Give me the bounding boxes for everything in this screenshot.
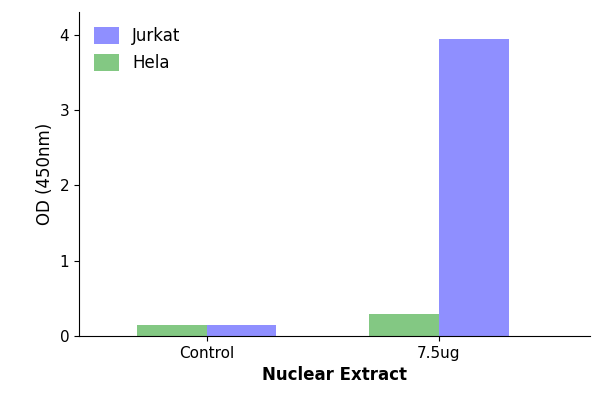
- X-axis label: Nuclear Extract: Nuclear Extract: [262, 367, 407, 384]
- Bar: [137, 325, 207, 336]
- Bar: [369, 313, 439, 336]
- Bar: [439, 38, 508, 336]
- Legend: Jurkat, Hela: Jurkat, Hela: [88, 21, 187, 79]
- Y-axis label: OD (450nm): OD (450nm): [36, 123, 54, 225]
- Bar: [207, 325, 277, 336]
